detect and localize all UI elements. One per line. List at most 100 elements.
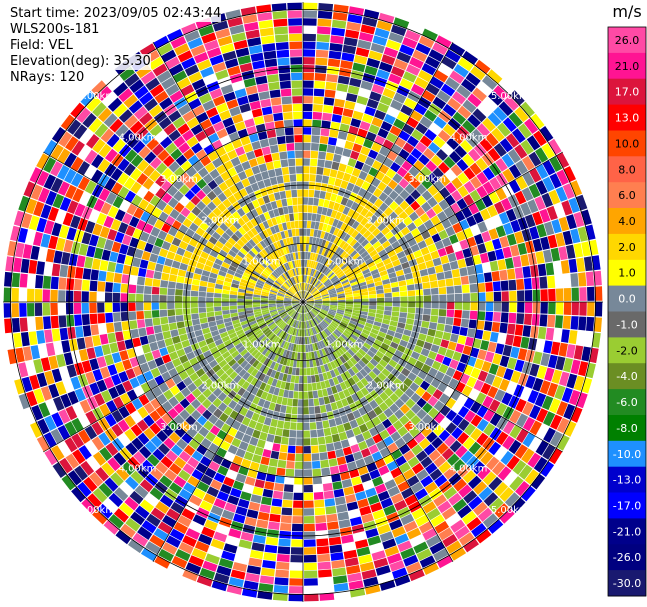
range-gate-cell xyxy=(311,269,316,277)
range-gate-cell xyxy=(549,398,561,414)
range-gate-cell xyxy=(311,327,316,335)
range-gate-cell xyxy=(326,144,336,154)
range-gate-cell xyxy=(545,327,555,341)
range-gate-cell xyxy=(524,118,539,134)
range-gate-cell xyxy=(371,416,382,427)
range-gate-cell xyxy=(312,205,318,214)
colorbar-tick-label: 26.0 xyxy=(615,34,640,47)
range-gate-cell xyxy=(266,529,279,538)
range-gate-cell xyxy=(27,288,35,302)
range-gate-cell xyxy=(462,50,478,65)
range-gate-cell xyxy=(5,333,15,349)
range-gate-cell xyxy=(493,85,509,101)
range-gate-cell xyxy=(411,507,426,520)
range-gate-cell xyxy=(262,375,270,384)
range-gate-cell xyxy=(401,160,413,172)
range-gate-cell xyxy=(505,133,520,148)
range-gate-cell xyxy=(303,352,306,360)
range-gate-cell xyxy=(345,199,354,208)
range-gate-cell xyxy=(468,274,477,284)
range-gate-cell xyxy=(228,346,237,355)
range-gate-cell xyxy=(15,347,25,363)
range-gate-cell xyxy=(318,324,324,331)
range-gate-cell xyxy=(377,222,387,232)
range-gate-cell xyxy=(119,481,134,496)
range-gate-cell xyxy=(313,398,320,406)
range-gate-cell xyxy=(327,529,341,538)
range-gate-cell xyxy=(313,484,323,492)
range-gate-cell xyxy=(342,265,350,272)
range-gate-cell xyxy=(365,322,373,329)
range-gate-cell xyxy=(403,468,416,480)
range-gate-cell xyxy=(477,221,488,233)
range-gate-cell xyxy=(409,177,421,189)
range-gate-cell xyxy=(548,448,563,465)
range-gate-cell xyxy=(514,190,527,205)
range-gate-cell xyxy=(175,295,183,302)
range-gate-cell xyxy=(299,368,303,376)
range-gate-cell xyxy=(345,304,354,307)
range-gate-cell xyxy=(303,80,314,88)
range-gate-cell xyxy=(312,468,322,477)
range-gate-cell xyxy=(434,330,444,339)
range-gate-cell xyxy=(252,429,261,439)
range-gate-cell xyxy=(358,317,367,323)
range-gate-cell xyxy=(522,325,531,337)
range-gate-cell xyxy=(335,383,343,393)
range-gate-cell xyxy=(488,476,503,491)
range-gate-cell xyxy=(226,469,238,480)
range-gate-cell xyxy=(474,358,484,370)
range-gate-cell xyxy=(391,311,400,317)
range-gate-cell xyxy=(417,223,428,234)
range-gate-cell xyxy=(332,351,339,359)
range-gate-cell xyxy=(475,199,487,212)
range-gate-cell xyxy=(228,380,237,390)
range-gate-cell xyxy=(316,166,324,175)
range-gate-cell xyxy=(290,555,303,563)
range-gate-cell xyxy=(508,112,523,128)
range-gate-cell xyxy=(144,493,159,507)
range-gate-cell xyxy=(137,319,146,329)
range-gate-cell xyxy=(164,469,177,482)
range-gate-cell xyxy=(465,72,481,87)
range-gate-cell xyxy=(469,245,480,256)
range-gate-cell xyxy=(330,35,344,44)
range-gate-cell xyxy=(322,475,332,484)
range-gate-cell xyxy=(304,586,319,594)
range-gate-cell xyxy=(19,273,28,288)
range-gate-cell xyxy=(430,514,445,527)
range-gate-cell xyxy=(320,214,326,223)
colorbar-tick-label: 21.0 xyxy=(615,60,640,73)
range-gate-cell xyxy=(394,574,411,587)
range-gate-cell xyxy=(507,268,516,280)
range-gate-cell xyxy=(360,387,370,397)
range-gate-cell xyxy=(487,147,501,162)
range-gate-cell xyxy=(443,206,454,218)
range-gate-cell xyxy=(276,554,290,563)
range-gate-cell xyxy=(178,488,192,501)
range-gate-cell xyxy=(371,142,382,153)
range-gate-cell xyxy=(345,494,357,504)
range-gate-cell xyxy=(323,329,330,337)
range-gate-cell xyxy=(453,317,462,327)
range-gate-cell xyxy=(298,337,302,345)
range-gate-cell xyxy=(247,315,255,320)
range-gate-cell xyxy=(303,267,305,275)
range-gate-cell xyxy=(212,397,222,408)
range-gate-cell xyxy=(294,304,300,310)
range-gate-cell xyxy=(406,527,422,540)
range-gate-cell xyxy=(328,261,335,269)
range-gate-cell xyxy=(270,352,277,361)
range-gate-cell xyxy=(540,353,551,367)
range-gate-cell xyxy=(318,397,325,406)
range-gate-cell xyxy=(568,258,578,273)
range-gate-cell xyxy=(314,302,322,304)
range-gate-cell xyxy=(541,395,554,411)
range-gate-cell xyxy=(144,310,152,319)
range-gate-cell xyxy=(360,291,369,296)
range-gate-cell xyxy=(225,325,234,332)
range-gate-cell xyxy=(141,344,151,354)
range-gate-cell xyxy=(445,77,460,91)
range-gate-cell xyxy=(274,371,281,380)
range-gate-cell xyxy=(85,371,96,385)
